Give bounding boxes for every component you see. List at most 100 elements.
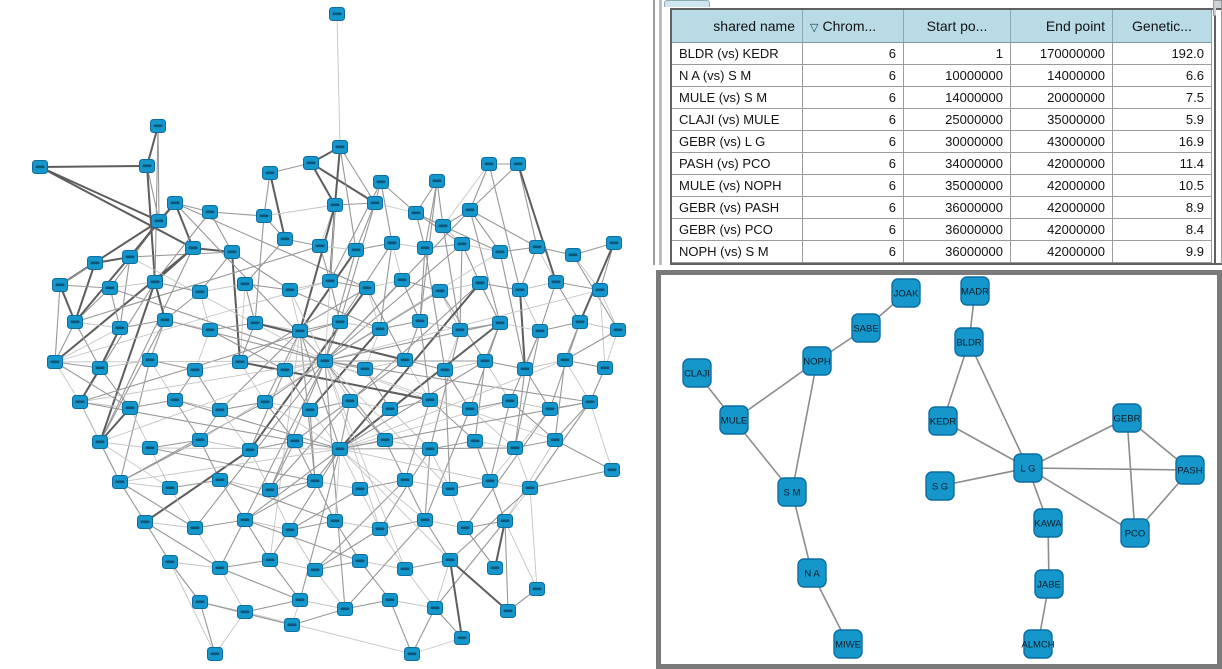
table-cell[interactable]: 1 [904, 43, 1011, 65]
table-cell[interactable]: 6 [803, 219, 904, 241]
table-cell[interactable]: PASH (vs) PCO [672, 153, 803, 175]
table-cell[interactable]: 6 [803, 197, 904, 219]
graph-node[interactable] [960, 276, 990, 306]
column-header-chrom[interactable]: ▽ Chrom... [803, 10, 904, 43]
table-cell[interactable]: 11.4 [1113, 153, 1212, 175]
table-cell[interactable]: 34000000 [904, 153, 1011, 175]
table-panel-tab[interactable] [664, 0, 710, 7]
table-scrollbar[interactable] [1216, 8, 1222, 265]
table-cell[interactable]: 6 [803, 175, 904, 197]
graph-node[interactable] [928, 406, 958, 436]
graph-node[interactable] [1033, 508, 1063, 538]
graph-node[interactable] [1034, 569, 1064, 599]
graph-edge [488, 163, 521, 291]
table-cell[interactable]: 6 [803, 87, 904, 109]
column-header-endpoint[interactable]: End point [1011, 10, 1113, 43]
network-overview-panel[interactable] [0, 0, 655, 669]
table-cell[interactable]: 36000000 [904, 241, 1011, 263]
table-cell[interactable]: 6 [803, 241, 904, 263]
graph-edge [339, 400, 511, 450]
table-cell[interactable]: 42000000 [1011, 219, 1113, 241]
table-cell[interactable]: 10.5 [1113, 175, 1212, 197]
table-cell[interactable]: 8.4 [1113, 219, 1212, 241]
table-cell[interactable]: 42000000 [1011, 153, 1113, 175]
graph-edge[interactable] [1027, 467, 1136, 534]
graph-edge[interactable] [1027, 467, 1191, 471]
table-cell[interactable]: 36000000 [904, 197, 1011, 219]
graph-node[interactable] [682, 358, 712, 388]
table-cell[interactable]: 6 [803, 43, 904, 65]
column-header-startpo[interactable]: Start po... [904, 10, 1011, 43]
graph-node[interactable] [833, 629, 863, 659]
table-cell[interactable]: MULE (vs) S M [672, 87, 803, 109]
table-cell[interactable]: 25000000 [904, 109, 1011, 131]
table-cell[interactable]: BLDR (vs) KEDR [672, 43, 803, 65]
graph-node[interactable] [925, 471, 955, 501]
table-cell[interactable]: 9.9 [1113, 241, 1212, 263]
node-label-smudge [265, 558, 275, 562]
table-cell[interactable]: 170000000 [1011, 43, 1113, 65]
table-cell[interactable]: 10000000 [904, 65, 1011, 87]
graph-edge[interactable] [968, 341, 1029, 469]
graph-node[interactable] [719, 405, 749, 435]
table-cell[interactable]: CLAJI (vs) MULE [672, 109, 803, 131]
graph-node[interactable] [891, 278, 921, 308]
table-cell[interactable]: 8.9 [1113, 197, 1212, 219]
node-label-smudge [503, 609, 513, 613]
table-cell[interactable]: MULE (vs) NOPH [672, 175, 803, 197]
graph-edge[interactable] [791, 360, 818, 493]
table-cell[interactable]: NOPH (vs) S M [672, 241, 803, 263]
table-cell[interactable]: 192.0 [1113, 43, 1212, 65]
table-cell[interactable]: 42000000 [1011, 175, 1113, 197]
table-cell[interactable]: GEBR (vs) PASH [672, 197, 803, 219]
table-cell[interactable]: 43000000 [1011, 131, 1113, 153]
graph-node[interactable] [851, 313, 881, 343]
table-cell[interactable]: 6.6 [1113, 65, 1212, 87]
table-cell[interactable]: 42000000 [1011, 197, 1113, 219]
table-cell[interactable]: 42000000 [1011, 241, 1113, 263]
table-cell[interactable]: 6 [803, 65, 904, 87]
node-label-smudge [245, 448, 255, 452]
table-cell[interactable]: 36000000 [904, 219, 1011, 241]
table-cell[interactable]: 6 [803, 131, 904, 153]
network-detail-canvas[interactable]: JOAK MADR SABE BLDR NOPH CLAJI MULE KEDR GEBR L G… [661, 275, 1217, 664]
table-cell[interactable]: 20000000 [1011, 87, 1113, 109]
graph-node[interactable] [1175, 455, 1205, 485]
graph-edge[interactable] [1027, 417, 1128, 469]
graph-node-label: SABE [853, 324, 878, 335]
table-cell[interactable]: 6 [803, 109, 904, 131]
node-label-smudge [355, 559, 365, 563]
table-cell[interactable]: 7.5 [1113, 87, 1212, 109]
graph-node[interactable] [777, 477, 807, 507]
table-cell[interactable]: 14000000 [1011, 65, 1113, 87]
panel-splitter[interactable] [653, 0, 662, 265]
table-cell[interactable]: GEBR (vs) L G [672, 131, 803, 153]
table-cell[interactable]: 35000000 [1011, 109, 1113, 131]
graph-edge [119, 256, 131, 329]
graph-edge [169, 561, 221, 569]
node-label-smudge [50, 360, 60, 364]
column-header-genetic[interactable]: Genetic... [1113, 10, 1212, 43]
graph-node[interactable] [954, 327, 984, 357]
graph-edge [264, 401, 341, 450]
graph-node[interactable] [797, 558, 827, 588]
table-cell[interactable]: 16.9 [1113, 131, 1212, 153]
filter-icon[interactable]: ▽ [810, 22, 819, 34]
table-cell[interactable]: GEBR (vs) PCO [672, 219, 803, 241]
column-header-sharedname[interactable]: shared name [672, 10, 803, 43]
graph-node[interactable] [1112, 403, 1142, 433]
graph-node[interactable] [802, 346, 832, 376]
graph-node[interactable] [1013, 453, 1043, 483]
table-cell[interactable]: 35000000 [904, 175, 1011, 197]
table-cell[interactable]: N A (vs) S M [672, 65, 803, 87]
network-detail-panel[interactable]: JOAK MADR SABE BLDR NOPH CLAJI MULE KEDR GEBR L G… [656, 270, 1222, 669]
table-cell[interactable]: 14000000 [904, 87, 1011, 109]
network-overview-canvas[interactable] [0, 0, 655, 669]
graph-node[interactable] [1120, 518, 1150, 548]
graph-node[interactable] [1023, 629, 1053, 659]
graph-edge [380, 181, 393, 244]
table-cell[interactable]: 30000000 [904, 131, 1011, 153]
table-cell[interactable]: 5.9 [1113, 109, 1212, 131]
table-cell[interactable]: 6 [803, 153, 904, 175]
graph-edge[interactable] [1126, 417, 1136, 534]
